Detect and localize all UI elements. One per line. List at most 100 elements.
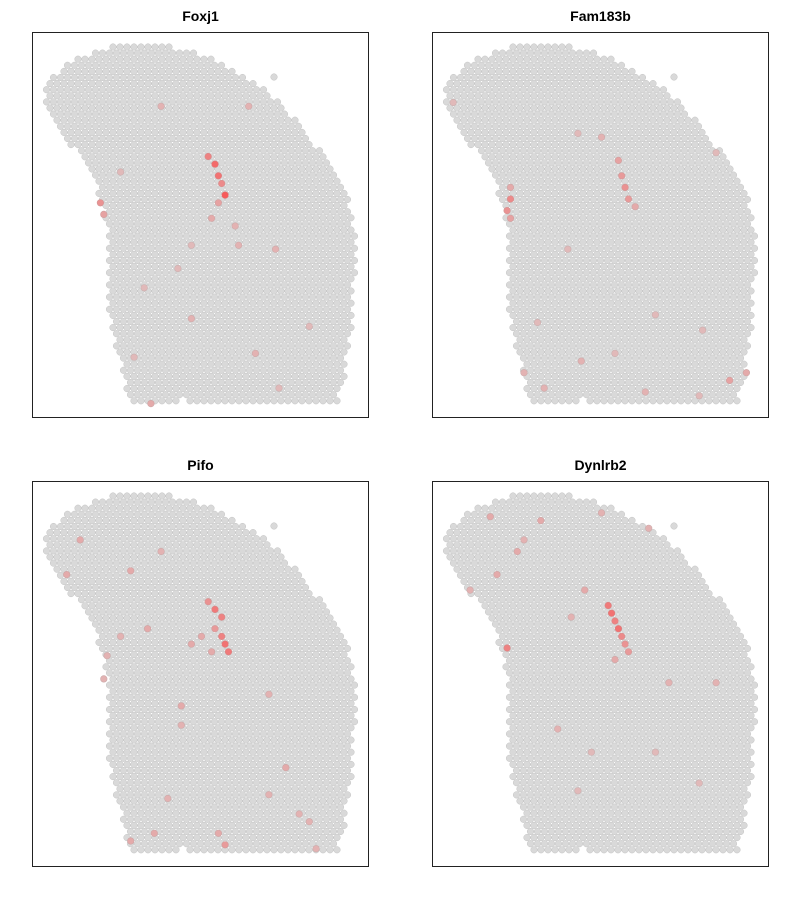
tissue-spot xyxy=(112,281,121,289)
tissue-spot xyxy=(624,330,633,338)
tissue-spot xyxy=(617,342,626,350)
tissue-spot xyxy=(319,614,327,622)
tissue-spot xyxy=(603,232,612,240)
tissue-spot xyxy=(235,275,243,283)
tissue-spot xyxy=(200,577,208,585)
tissue-spot xyxy=(593,55,601,63)
tissue-spot xyxy=(726,226,734,234)
tissue-spot xyxy=(140,61,149,69)
tissue-spot xyxy=(165,675,173,683)
tissue-spot xyxy=(154,583,163,592)
tissue-spot xyxy=(228,299,236,307)
tissue-spot xyxy=(235,638,243,646)
tissue-spot xyxy=(119,183,128,191)
tissue-spot xyxy=(519,195,528,204)
tissue-spot xyxy=(673,134,682,143)
tissue-spot xyxy=(252,330,261,338)
tissue-spot xyxy=(624,244,633,252)
tissue-spot xyxy=(151,104,159,112)
tissue-spot xyxy=(224,159,233,167)
tissue-spot xyxy=(659,134,668,143)
tissue-spot xyxy=(287,669,296,677)
tissue-spot xyxy=(137,336,145,344)
expression-spot xyxy=(621,183,629,191)
tissue-spot xyxy=(235,360,243,368)
tissue-spot xyxy=(326,238,334,246)
tissue-spot xyxy=(228,336,236,344)
tissue-spot xyxy=(329,305,338,313)
tissue-spot xyxy=(238,693,247,701)
tissue-spot xyxy=(228,348,236,356)
tissue-spot xyxy=(470,61,479,69)
tissue-spot xyxy=(137,687,145,695)
tissue-spot xyxy=(635,385,643,393)
tissue-spot xyxy=(596,147,605,155)
tissue-spot xyxy=(207,614,215,622)
tissue-spot xyxy=(287,342,296,350)
tissue-spot xyxy=(217,669,226,677)
tissue-spot xyxy=(165,202,173,210)
tissue-spot xyxy=(298,590,306,598)
tissue-spot xyxy=(147,522,156,531)
tissue-spot xyxy=(91,583,100,592)
tissue-spot xyxy=(586,80,594,88)
tissue-spot xyxy=(137,348,145,356)
tissue-spot xyxy=(284,687,292,695)
tissue-spot xyxy=(315,208,324,216)
tissue-spot xyxy=(235,651,243,659)
tissue-spot xyxy=(130,638,138,646)
tissue-spot xyxy=(540,110,549,118)
tissue-spot xyxy=(231,596,240,604)
tissue-spot xyxy=(319,165,327,173)
tissue-spot xyxy=(277,177,285,185)
tissue-spot xyxy=(200,385,208,393)
tissue-spot xyxy=(635,104,643,112)
tissue-spot xyxy=(263,590,271,598)
tissue-spot xyxy=(712,165,720,173)
tissue-spot xyxy=(512,244,521,252)
tissue-spot xyxy=(298,165,306,173)
tissue-spot xyxy=(168,608,177,616)
tissue-spot xyxy=(512,330,521,338)
tissue-spot xyxy=(161,171,170,179)
tissue-spot xyxy=(712,214,720,222)
tissue-spot xyxy=(214,541,222,549)
tissue-spot xyxy=(249,541,257,549)
tissue-spot xyxy=(245,110,254,118)
tissue-spot xyxy=(154,281,163,289)
tissue-spot xyxy=(526,256,535,265)
tissue-spot xyxy=(610,244,619,252)
tissue-spot xyxy=(207,275,215,283)
tissue-spot xyxy=(642,336,650,344)
tissue-spot xyxy=(119,498,128,506)
tissue-spot xyxy=(221,165,229,173)
tissue-spot xyxy=(154,608,163,616)
tissue-spot xyxy=(179,626,187,634)
tissue-spot xyxy=(291,177,299,185)
tissue-spot xyxy=(161,583,170,592)
tissue-spot xyxy=(172,602,180,610)
tissue-spot xyxy=(161,232,170,240)
tissue-spot xyxy=(579,336,587,344)
tissue-spot xyxy=(228,250,236,258)
tissue-spot xyxy=(259,342,268,350)
tissue-spot xyxy=(530,275,538,283)
tissue-spot xyxy=(266,342,275,350)
tissue-spot xyxy=(116,492,124,500)
tissue-spot xyxy=(572,80,580,88)
expression-spot xyxy=(506,183,515,191)
tissue-spot xyxy=(666,134,675,143)
tissue-spot xyxy=(523,238,531,246)
tissue-spot xyxy=(635,263,643,271)
tissue-spot xyxy=(336,366,345,374)
tissue-spot xyxy=(712,397,720,405)
tissue-spot xyxy=(301,256,310,265)
tissue-spot xyxy=(579,299,587,307)
tissue-spot xyxy=(544,92,552,100)
tissue-spot xyxy=(130,626,138,634)
tissue-spot xyxy=(137,577,145,585)
tissue-spot xyxy=(326,626,334,634)
tissue-spot xyxy=(259,195,268,204)
panel-fam183b: Fam183b xyxy=(432,8,769,418)
tissue-spot xyxy=(593,385,601,393)
